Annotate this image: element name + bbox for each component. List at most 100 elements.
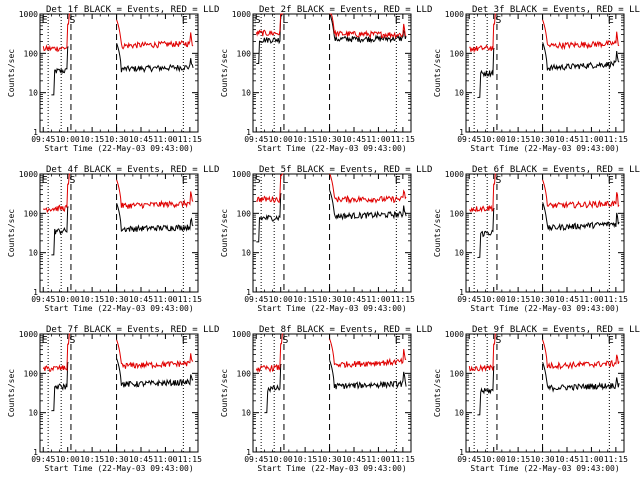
series-line-lld <box>256 173 284 204</box>
x-tick-label: 10:15 <box>506 295 530 304</box>
marker-letter: E <box>42 15 48 26</box>
y-tick-label: 100 <box>24 49 39 58</box>
marker-letter: S <box>282 335 288 346</box>
x-tick-label: 09:45 <box>31 135 55 144</box>
y-axis-label: Counts/sec <box>433 209 442 257</box>
plot-frame <box>252 173 412 293</box>
x-tick-label: 10:15 <box>293 455 317 464</box>
x-axis-label: Start Time (22-May-03 09:43:00) <box>44 304 193 313</box>
y-tick-label: 1000 <box>445 10 464 19</box>
series-line-lld <box>329 338 407 369</box>
y-tick-label: 10 <box>28 409 38 418</box>
series-line-events <box>256 193 282 243</box>
panel-title: Det 1f BLACK = Events, RED = LLD <box>46 5 219 15</box>
x-tick-label: 10:30 <box>105 455 129 464</box>
plot-frame <box>252 333 412 453</box>
x-axis-label: Start Time (22-May-03 09:43:00) <box>257 144 406 153</box>
plot-frame <box>39 333 199 453</box>
x-axis-label: Start Time (22-May-03 09:43:00) <box>470 144 619 153</box>
y-axis-label: Counts/sec <box>220 49 229 97</box>
marker-letter: S <box>255 175 261 186</box>
x-tick-label: 10:30 <box>531 135 555 144</box>
x-tick-label: 10:45 <box>555 455 579 464</box>
y-axis-label: Counts/sec <box>220 209 229 257</box>
y-axis-label: Counts/sec <box>433 369 442 417</box>
marker-letter: E <box>608 175 614 186</box>
plot-frame <box>252 13 412 133</box>
x-tick-label: 11:15 <box>178 455 202 464</box>
series-line-events <box>256 13 284 64</box>
x-tick-label: 10:45 <box>555 135 579 144</box>
series-line-lld <box>116 339 194 370</box>
x-tick-label: 11:15 <box>604 295 628 304</box>
detector-panel-7: Det 7f BLACK = Events, RED = LLD Counts/s… <box>7 325 219 473</box>
y-tick-label: 1 <box>246 128 251 137</box>
panel-title: Det 6f BLACK = Events, RED = LLD <box>472 165 640 175</box>
marker-letter: E <box>182 15 188 26</box>
detector-panel-8: Det 8f BLACK = Events, RED = LLD Counts/s… <box>220 325 432 473</box>
series-line-events <box>264 364 282 414</box>
series-line-events <box>51 46 69 96</box>
y-tick-label: 1 <box>246 448 251 457</box>
marker-letter: E <box>395 15 401 26</box>
y-tick-label: 100 <box>24 369 39 378</box>
x-tick-label: 11:15 <box>604 455 628 464</box>
x-axis-label: Start Time (22-May-03 09:43:00) <box>257 464 406 473</box>
series-line-lld <box>542 179 620 209</box>
y-tick-label: 10 <box>241 89 251 98</box>
x-tick-label: 10:00 <box>269 455 293 464</box>
marker-letter: S <box>495 335 501 346</box>
x-tick-label: 10:15 <box>80 295 104 304</box>
y-tick-label: 1000 <box>445 330 464 339</box>
x-tick-label: 10:00 <box>56 135 80 144</box>
marker-letter: E <box>182 175 188 186</box>
x-tick-label: 10:00 <box>269 135 293 144</box>
x-tick-label: 11:00 <box>153 455 177 464</box>
series-line-lld <box>542 339 620 371</box>
series-line-lld <box>468 333 497 373</box>
y-tick-label: 100 <box>237 49 252 58</box>
detector-panel-6: Det 6f BLACK = Events, RED = LLD Counts/s… <box>433 165 640 313</box>
y-tick-label: 100 <box>450 209 465 218</box>
marker-letter: L <box>282 175 288 186</box>
marker-letter: E <box>182 335 188 346</box>
x-tick-label: 10:00 <box>56 455 80 464</box>
x-tick-label: 11:15 <box>178 295 202 304</box>
x-tick-label: 10:30 <box>531 455 555 464</box>
x-tick-label: 09:45 <box>244 135 268 144</box>
series-line-lld <box>469 13 497 54</box>
y-tick-label: 1 <box>33 288 38 297</box>
marker-letter: S <box>69 335 75 346</box>
series-line-lld <box>542 19 620 51</box>
panel-title: Det 7f BLACK = Events, RED = LLD <box>46 325 219 335</box>
x-tick-label: 11:00 <box>579 295 603 304</box>
marker-letter: E <box>395 175 401 186</box>
y-tick-label: 10 <box>454 409 464 418</box>
series-line-lld <box>329 13 407 40</box>
series-line-lld <box>469 173 497 213</box>
series-line-events <box>329 189 407 221</box>
series-line-lld <box>42 173 71 214</box>
detector-panel-9: Det 9f BLACK = Events, RED = LLD Counts/s… <box>433 325 640 473</box>
panel-title: Det 4f BLACK = Events, RED = LLD <box>46 165 219 175</box>
y-tick-label: 100 <box>450 49 465 58</box>
marker-letter: E <box>395 335 401 346</box>
y-tick-label: 1000 <box>232 170 251 179</box>
y-tick-label: 1 <box>459 448 464 457</box>
x-tick-label: 10:30 <box>531 295 555 304</box>
x-tick-label: 11:00 <box>579 135 603 144</box>
series-line-lld <box>255 333 284 373</box>
detector-panel-4: Det 4f BLACK = Events, RED = LLD Counts/s… <box>7 165 219 313</box>
series-line-lld <box>42 333 71 372</box>
y-tick-label: 1 <box>33 128 38 137</box>
plot-frame <box>39 173 199 293</box>
x-tick-label: 09:45 <box>457 295 481 304</box>
y-tick-label: 1000 <box>232 330 251 339</box>
x-tick-label: 10:45 <box>555 295 579 304</box>
y-tick-label: 10 <box>28 249 38 258</box>
marker-letter: S <box>69 15 75 26</box>
series-line-events <box>51 206 69 256</box>
x-tick-label: 10:45 <box>342 135 366 144</box>
series-line-events <box>477 366 495 416</box>
detector-panel-2: Det 2f BLACK = Events, RED = LLD Counts/s… <box>220 5 432 153</box>
